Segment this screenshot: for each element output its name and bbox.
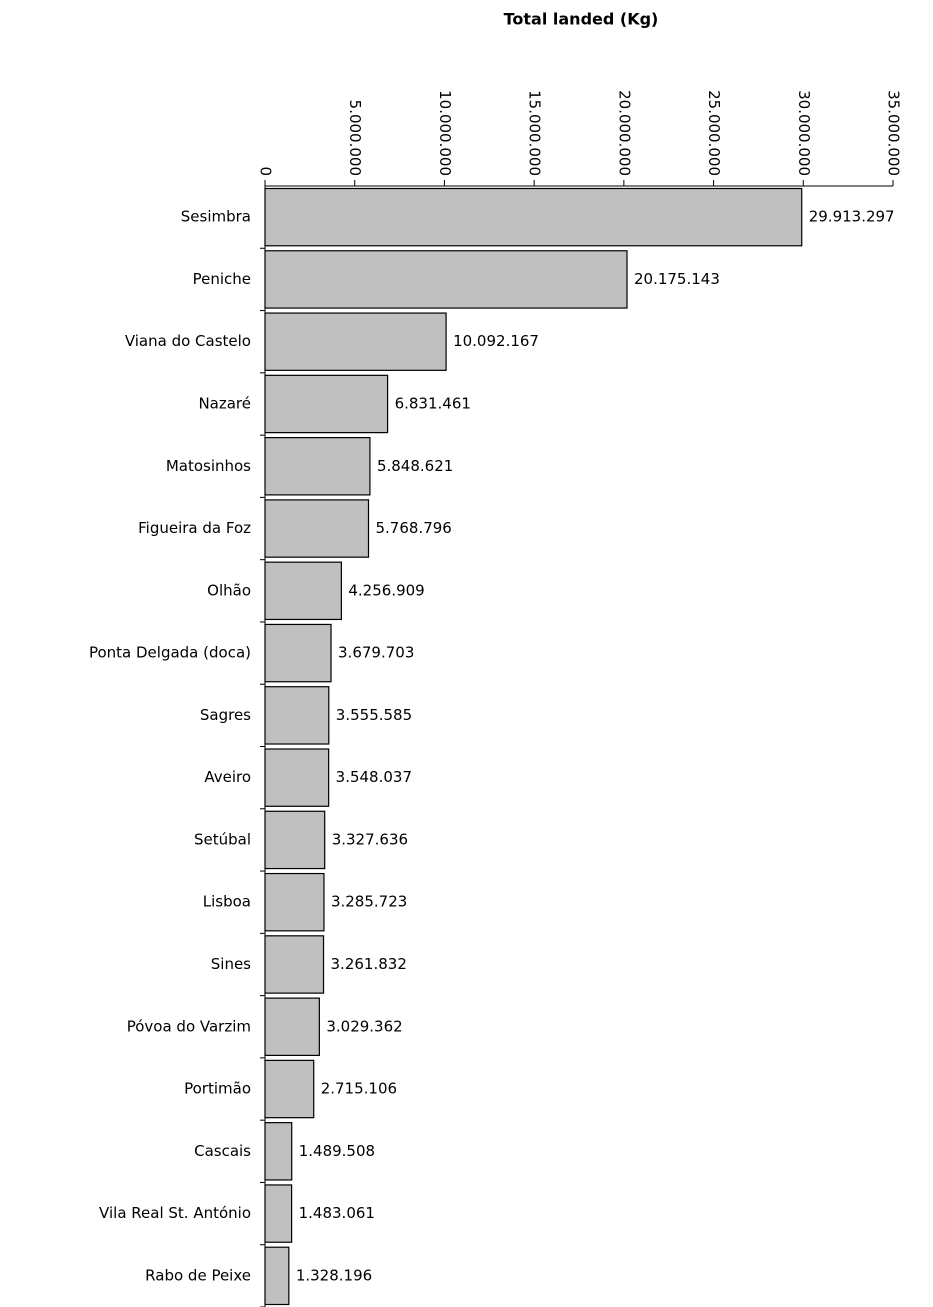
- bar: [264, 872, 325, 932]
- x-tick-label: 20.000.000: [615, 90, 633, 176]
- x-tick-label: 30.000.000: [795, 90, 813, 176]
- y-tick-label: Aveiro: [204, 768, 251, 786]
- bar: [264, 312, 447, 371]
- y-tick-label: Sesimbra: [181, 208, 251, 226]
- x-tick-label: 15.000.000: [526, 90, 544, 176]
- value-label: 1.483.061: [299, 1204, 375, 1222]
- y-tick-label: Nazaré: [198, 394, 251, 412]
- bar: [264, 187, 803, 247]
- value-label: 10.092.167: [453, 332, 539, 350]
- x-tick-label: 35.000.000: [885, 90, 903, 176]
- axis-title: Total landed (Kg): [504, 10, 659, 29]
- value-label: 1.328.196: [296, 1266, 372, 1284]
- bar: [264, 1122, 293, 1181]
- bar: [264, 686, 330, 745]
- value-label: 3.285.723: [331, 893, 407, 911]
- y-tick-label: Portimão: [184, 1080, 251, 1098]
- value-label: 6.831.461: [395, 394, 471, 412]
- y-tick-label: Matosinhos: [166, 457, 251, 475]
- y-tick-label: Sines: [211, 955, 251, 973]
- value-label: 3.548.037: [336, 768, 412, 786]
- bar: [264, 374, 389, 434]
- y-tick-label: Setúbal: [194, 830, 251, 848]
- value-label: 20.175.143: [634, 270, 720, 288]
- value-label: 3.555.585: [336, 706, 412, 724]
- x-tick-label: 0: [257, 166, 275, 176]
- bar: [264, 810, 326, 870]
- value-label: 5.768.796: [376, 519, 452, 537]
- y-tick-label: Cascais: [194, 1142, 251, 1160]
- y-tick-label: Rabo de Peixe: [145, 1266, 251, 1284]
- bar: [264, 1184, 293, 1243]
- y-tick-label: Peniche: [193, 270, 251, 288]
- y-tick-label: Viana do Castelo: [125, 332, 251, 350]
- bar: [264, 561, 342, 621]
- bar: [264, 935, 325, 994]
- value-label: 3.029.362: [326, 1017, 402, 1035]
- y-tick-label: Figueira da Foz: [138, 519, 251, 537]
- bar: [264, 997, 320, 1056]
- x-tick-label: 25.000.000: [705, 90, 723, 176]
- bar: [264, 1059, 315, 1119]
- y-tick-label: Sagres: [200, 706, 251, 724]
- bar: [264, 250, 628, 309]
- value-label: 29.913.297: [809, 208, 895, 226]
- bar: [264, 1246, 290, 1306]
- y-tick-label: Vila Real St. António: [99, 1204, 251, 1222]
- value-label: 5.848.621: [377, 457, 453, 475]
- value-label: 3.327.636: [332, 830, 408, 848]
- value-label: 3.679.703: [338, 644, 414, 662]
- x-tick-label: 10.000.000: [436, 90, 454, 176]
- bar: [264, 748, 330, 807]
- y-tick-label: Ponta Delgada (doca): [89, 644, 251, 662]
- y-tick-label: Póvoa do Varzim: [127, 1017, 251, 1035]
- bar: [264, 437, 371, 496]
- y-tick-label: Olhão: [207, 581, 251, 599]
- bar: [264, 499, 370, 558]
- value-label: 2.715.106: [321, 1080, 397, 1098]
- value-label: 3.261.832: [331, 955, 407, 973]
- y-tick-label: Lisboa: [203, 893, 251, 911]
- value-label: 1.489.508: [299, 1142, 375, 1160]
- value-label: 4.256.909: [348, 581, 424, 599]
- bar: [264, 623, 332, 683]
- x-tick-label: 5.000.000: [346, 100, 364, 176]
